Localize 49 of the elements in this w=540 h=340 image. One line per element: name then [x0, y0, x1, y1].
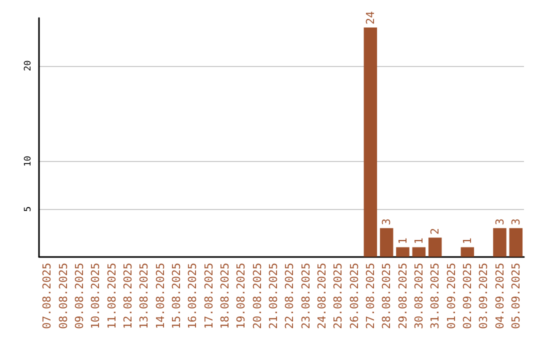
bar [396, 247, 410, 257]
data-label: 24 [364, 10, 377, 25]
data-label: 3 [493, 218, 506, 226]
x-tick-label: 12.08.2025 [121, 262, 134, 330]
x-tick-label: 05.09.2025 [509, 262, 522, 330]
x-tick-label: 01.09.2025 [444, 262, 458, 330]
bar [493, 228, 506, 257]
x-tick-label: 30.08.2025 [412, 262, 426, 330]
x-tick-label: 15.08.2025 [170, 262, 183, 330]
x-tick-label: 10.08.2025 [89, 262, 102, 330]
x-tick-label: 18.08.2025 [218, 262, 232, 330]
data-label: 1 [396, 238, 410, 244]
bar [428, 238, 442, 257]
data-label: 3 [380, 218, 394, 226]
x-tick-label: 27.08.2025 [364, 262, 377, 330]
x-tick-label: 31.08.2025 [428, 262, 442, 330]
data-label: 3 [509, 218, 522, 226]
y-tick-label: 10 [24, 156, 34, 167]
x-tick-label: 29.08.2025 [396, 262, 410, 330]
x-tick-label: 13.08.2025 [138, 262, 151, 330]
x-tick-label: 21.08.2025 [266, 262, 280, 330]
data-label: 1 [460, 238, 474, 244]
x-tick-label: 20.08.2025 [250, 262, 264, 330]
x-tick-label: 28.08.2025 [380, 262, 394, 330]
bar [412, 247, 426, 257]
bar [509, 228, 523, 257]
x-tick-label: 09.08.2025 [72, 262, 86, 330]
x-tick-label: 08.08.2025 [56, 262, 70, 330]
bar [460, 247, 474, 257]
x-tick-label: 16.08.2025 [186, 262, 200, 330]
x-tick-label: 24.08.2025 [315, 262, 328, 330]
data-label: 1 [412, 238, 426, 244]
x-tick-label: 23.08.2025 [299, 262, 312, 330]
x-tick-label: 17.08.2025 [202, 262, 216, 330]
y-tick-label: 5 [24, 206, 34, 212]
bar [364, 28, 378, 257]
x-tick-label: 14.08.2025 [154, 262, 167, 330]
x-tick-label: 19.08.2025 [234, 262, 248, 330]
x-tick-label: 11.08.2025 [105, 262, 118, 330]
x-tick-label: 04.09.2025 [493, 262, 506, 330]
bar [380, 228, 394, 257]
x-tick-label: 26.08.2025 [348, 262, 361, 330]
x-tick-label: 03.09.2025 [477, 262, 490, 330]
x-tick-label: 22.08.2025 [283, 262, 296, 330]
y-tick-label: 20 [24, 60, 34, 72]
x-tick-label: 25.08.2025 [332, 262, 345, 330]
data-label: 2 [428, 228, 442, 235]
x-tick-label: 02.09.2025 [460, 262, 474, 330]
x-tick-label: 07.08.2025 [40, 262, 54, 330]
